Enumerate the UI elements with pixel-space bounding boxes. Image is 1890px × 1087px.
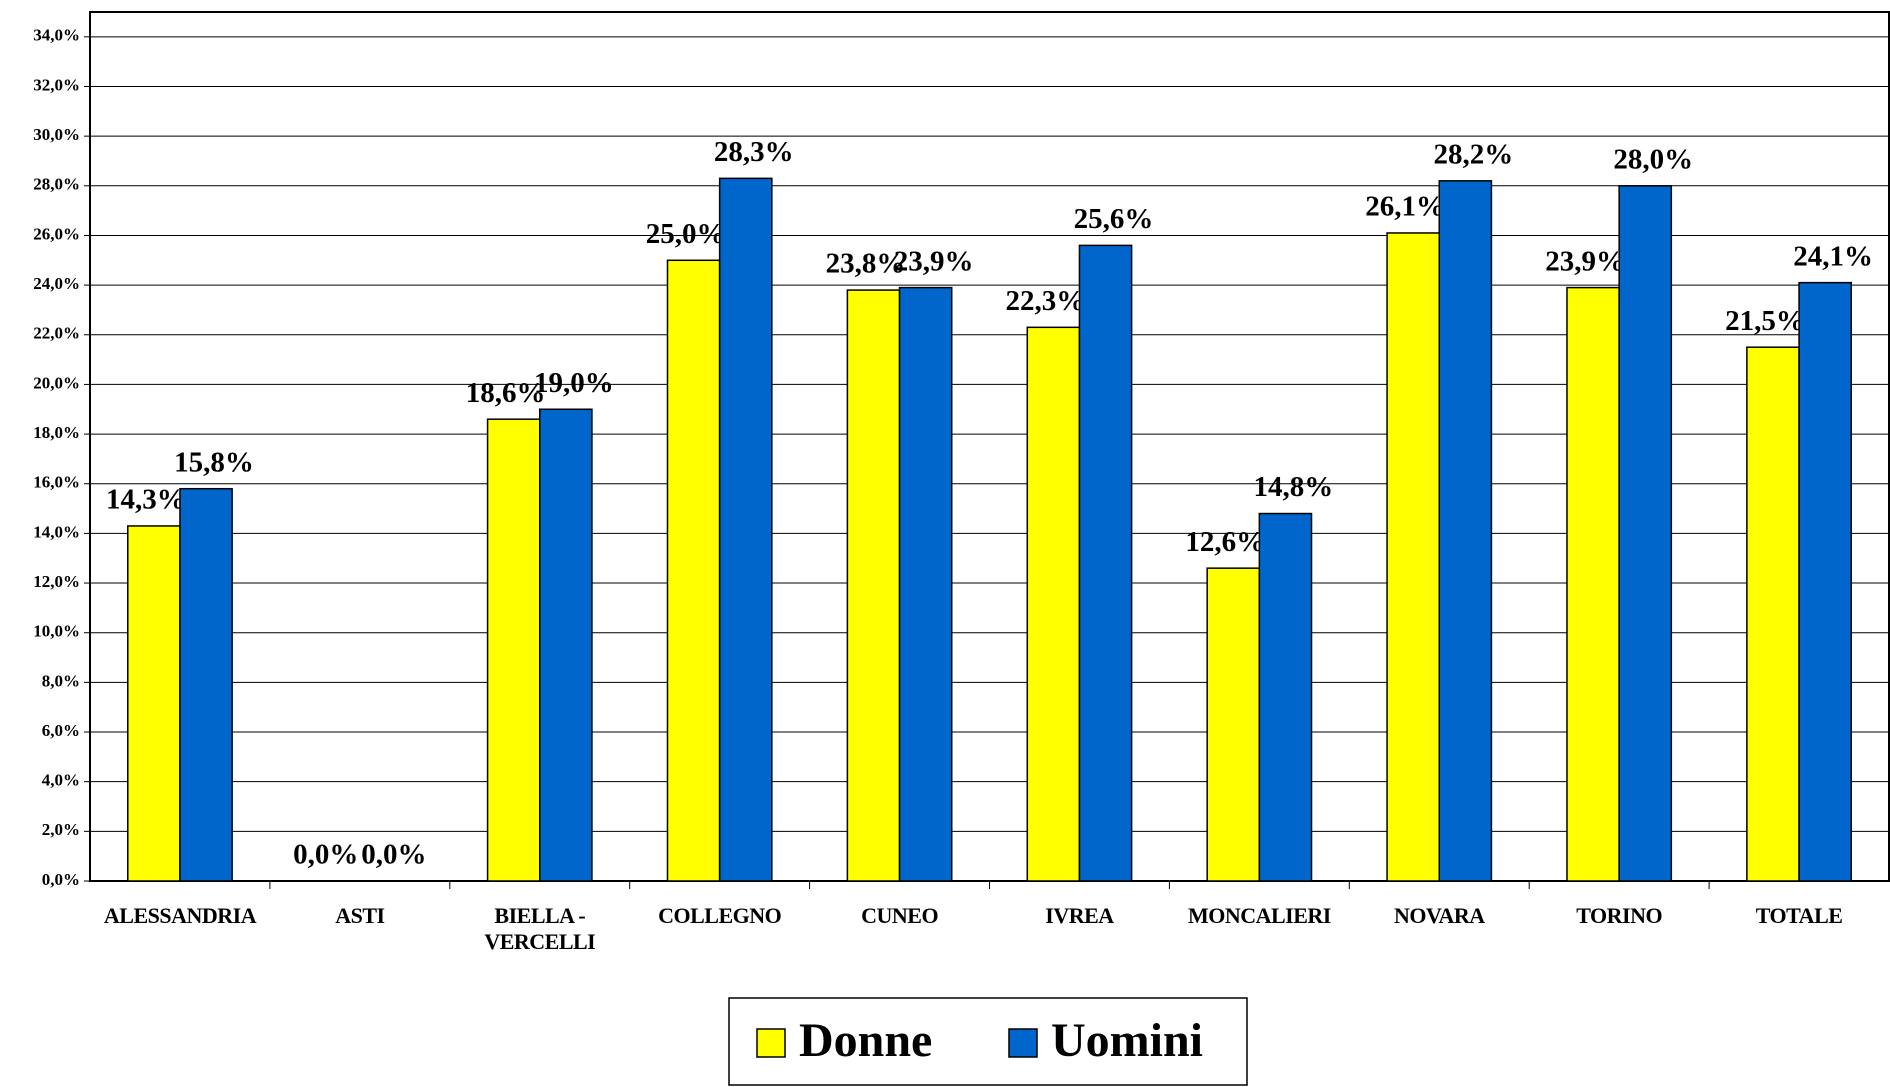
value-label: 25,0% [646,218,726,250]
legend-box [728,997,1248,1086]
y-tick-label: 6,0% [42,721,80,740]
x-tick-label: ASTI [335,903,385,928]
value-label: 19,0% [534,367,614,399]
y-tick-label: 26,0% [33,224,80,243]
y-tick-label: 0,0% [42,870,80,889]
bar [898,286,953,882]
bar [718,177,773,882]
x-tick-label: COLLEGNO [658,903,782,928]
value-label: 24,1% [1793,240,1873,272]
y-tick-label: 34,0% [33,26,80,45]
x-tick-label: IVREA [1045,903,1114,928]
y-tick-label: 2,0% [42,820,80,839]
value-label: 23,9% [1545,245,1625,277]
bar [1206,567,1261,882]
x-tick-label: TORINO [1576,903,1663,928]
bar [666,259,721,882]
bar [1798,281,1852,882]
x-tick-label: MONCALIERI [1187,903,1331,928]
x-tick-label: BIELLA - VERCELLI [484,903,596,954]
y-tick-label: 10,0% [33,622,80,641]
bar [1386,232,1440,882]
bar [1026,326,1081,882]
value-label: 23,9% [894,245,974,277]
y-tick-label: 24,0% [33,274,80,293]
legend-swatch [756,1028,786,1058]
bar [539,408,593,882]
value-label: 14,8% [1254,471,1334,503]
x-tick-label: ALESSANDRIA [103,903,257,928]
bar [846,289,901,882]
bar [1438,180,1493,882]
y-tick-label: 18,0% [33,423,80,442]
y-tick-label: 12,0% [33,572,80,591]
x-tick-label: CUNEO [861,903,939,928]
bar [127,525,181,882]
value-label: 0,0% [293,839,358,871]
value-label: 28,0% [1613,143,1693,175]
y-tick-label: 8,0% [42,671,80,690]
bar [486,418,541,882]
value-label: 25,6% [1074,203,1154,235]
bar [1258,512,1313,882]
y-tick-label: 4,0% [42,771,80,790]
x-tick-label: NOVARA [1393,903,1485,928]
y-tick-label: 28,0% [33,175,80,194]
value-label: 14,3% [106,484,186,516]
x-tick-label: TOTALE [1755,903,1843,928]
y-tick-label: 20,0% [33,373,80,392]
bar [179,487,233,882]
legend-label: Donne [799,1014,932,1067]
bar [1746,346,1800,882]
value-label: 26,1% [1365,191,1445,223]
value-label: 12,6% [1185,526,1265,558]
y-tick-label: 32,0% [33,75,80,94]
value-label: 28,3% [714,136,794,168]
bar [1618,185,1673,882]
legend-swatch [1008,1028,1038,1058]
value-label: 23,8% [826,248,906,280]
value-label: 18,6% [466,377,546,409]
legend-label: Uomini [1051,1014,1203,1067]
value-label: 15,8% [174,446,254,478]
y-tick-label: 16,0% [33,473,80,492]
value-label: 28,2% [1433,138,1513,170]
bar [1078,244,1133,882]
y-tick-label: 30,0% [33,125,80,144]
value-label: 21,5% [1725,305,1805,337]
bar [1566,286,1620,882]
value-label: 0,0% [361,839,426,871]
y-tick-label: 14,0% [33,522,80,541]
y-tick-label: 22,0% [33,324,80,343]
value-label: 22,3% [1005,285,1085,317]
